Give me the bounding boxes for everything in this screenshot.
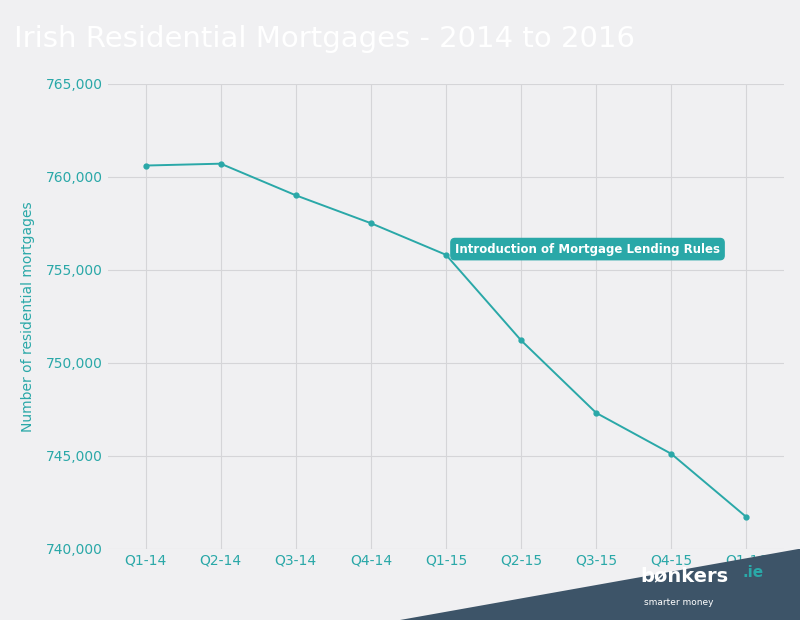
Y-axis label: Number of residential mortgages: Number of residential mortgages [21,201,35,432]
Text: smarter money: smarter money [644,598,714,607]
Text: Irish Residential Mortgages - 2014 to 2016: Irish Residential Mortgages - 2014 to 20… [14,25,635,53]
Text: .ie: .ie [742,565,763,580]
Text: Introduction of Mortgage Lending Rules: Introduction of Mortgage Lending Rules [455,242,720,255]
Text: bønkers: bønkers [640,566,728,585]
Polygon shape [400,549,800,620]
